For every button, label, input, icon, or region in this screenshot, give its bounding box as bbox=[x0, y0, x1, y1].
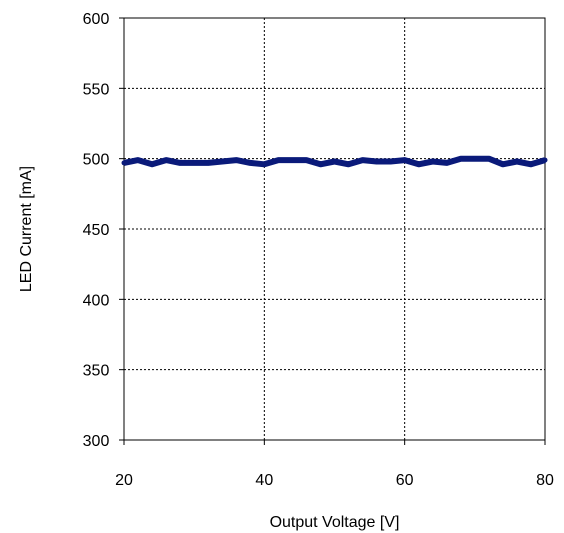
data-point bbox=[219, 158, 225, 164]
data-point bbox=[163, 157, 169, 163]
y-tick-labels: 300 350 400 450 500 550 600 bbox=[83, 11, 124, 450]
data-point bbox=[500, 161, 506, 167]
data-point bbox=[332, 158, 337, 164]
data-point bbox=[416, 161, 422, 167]
data-point bbox=[346, 161, 352, 167]
data-point bbox=[247, 160, 253, 166]
data-point bbox=[458, 156, 464, 162]
data-point bbox=[374, 158, 380, 164]
data-point bbox=[388, 158, 394, 164]
y-tick-label: 450 bbox=[83, 222, 110, 239]
data-point bbox=[317, 161, 323, 167]
data-point bbox=[486, 156, 492, 162]
x-tick-label: 40 bbox=[255, 472, 273, 489]
plot-background bbox=[124, 18, 545, 440]
data-point bbox=[444, 160, 450, 166]
y-tick-label: 350 bbox=[83, 363, 110, 380]
data-point bbox=[121, 160, 127, 166]
data-point bbox=[149, 161, 155, 167]
x-tick-label: 80 bbox=[536, 472, 554, 489]
data-point bbox=[514, 158, 520, 164]
data-point bbox=[261, 161, 267, 167]
data-point bbox=[205, 160, 211, 166]
data-point bbox=[542, 157, 548, 163]
data-point bbox=[528, 161, 534, 167]
data-point bbox=[275, 157, 281, 163]
data-point bbox=[233, 157, 239, 163]
data-point bbox=[177, 160, 183, 166]
y-axis-title: LED Current [mA] bbox=[18, 166, 35, 292]
y-tick-label: 300 bbox=[83, 433, 110, 450]
data-point bbox=[135, 157, 141, 163]
data-point bbox=[303, 157, 309, 163]
data-point bbox=[472, 156, 478, 162]
x-tick-label: 60 bbox=[396, 472, 414, 489]
data-point bbox=[360, 157, 366, 163]
data-point bbox=[289, 157, 295, 163]
y-tick-label: 600 bbox=[83, 11, 110, 28]
series-group bbox=[121, 155, 548, 168]
x-tick-labels: 20 40 60 80 bbox=[115, 440, 554, 489]
x-tick-label: 20 bbox=[115, 472, 133, 489]
data-point bbox=[430, 158, 436, 164]
x-axis-title: Output Voltage [V] bbox=[270, 514, 400, 531]
data-point bbox=[191, 160, 197, 166]
y-tick-label: 400 bbox=[83, 292, 110, 309]
data-point bbox=[402, 157, 408, 163]
y-tick-label: 550 bbox=[83, 81, 110, 98]
y-tick-label: 500 bbox=[83, 152, 110, 169]
